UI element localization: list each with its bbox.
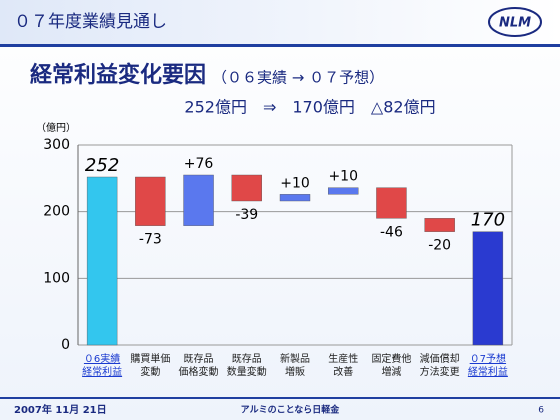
logo: NLM (499, 16, 531, 31)
bar (279, 194, 311, 202)
value-label: 252 (85, 155, 119, 176)
header-line (0, 44, 560, 47)
footer-slogan: アルミのことなら日軽金 (241, 404, 341, 416)
value-label: -73 (139, 232, 162, 248)
bar (376, 187, 407, 219)
value-label: -20 (428, 238, 451, 254)
bar (424, 218, 455, 232)
x-tick-label: ０6実績 経常利益 (82, 354, 123, 378)
x-tick-label: 購買単価 変動 (130, 354, 171, 378)
x-tick-label: 既存品 価格変動 (178, 354, 219, 378)
y-tick-label: 300 (43, 137, 70, 153)
bar (86, 176, 118, 346)
bar (183, 174, 214, 226)
logo-ring (488, 7, 542, 37)
value-label: +10 (280, 175, 310, 191)
y-tick-label: 100 (43, 270, 70, 286)
y-tick-label: 0 (61, 337, 70, 353)
x-tick-label: 新製品 増販 (280, 354, 310, 378)
bar (472, 231, 504, 346)
chart-title: 経常利益変化要因 (30, 62, 206, 88)
value-label: +76 (184, 156, 214, 172)
page-number: 6 (538, 406, 544, 416)
value-label: +10 (328, 169, 358, 185)
y-axis-label: （億円） (36, 121, 76, 134)
bar (231, 174, 262, 202)
header-band (0, 0, 560, 44)
x-tick-label: 生産性 改善 (328, 354, 359, 378)
footer-date: 2007年 11月 21日 (14, 403, 107, 416)
x-tick-label: 固定費他 増減 (371, 354, 412, 378)
bar (135, 176, 166, 226)
chart-subtitle: （０６実績 → ０７予想） (212, 69, 384, 87)
bar (328, 187, 359, 195)
value-label: -39 (235, 207, 258, 223)
value-label: 170 (471, 210, 505, 231)
x-tick-label: 既存品 数量変動 (226, 354, 267, 378)
value-label: -46 (380, 224, 403, 240)
x-tick-label: 減価償却 方法変更 (419, 354, 460, 378)
x-tick-label: ０7予想 経常利益 (467, 354, 508, 378)
annotation: 252億円 ⇒ 170億円 △82億円 (184, 98, 435, 117)
y-tick-label: 200 (43, 204, 70, 220)
header-title: ０７年度業績見通し (14, 12, 167, 32)
